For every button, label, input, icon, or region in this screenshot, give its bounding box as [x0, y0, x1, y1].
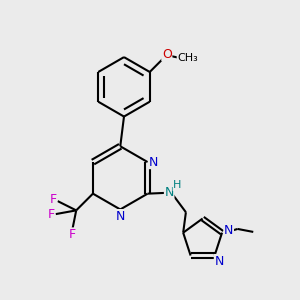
Text: H: H	[173, 181, 182, 190]
Text: N: N	[148, 156, 158, 169]
Text: CH₃: CH₃	[177, 53, 198, 63]
Text: F: F	[47, 208, 55, 221]
Text: N: N	[224, 224, 233, 237]
Text: N: N	[116, 210, 125, 223]
Text: N: N	[214, 255, 224, 268]
Text: F: F	[69, 228, 76, 241]
Text: O: O	[162, 48, 172, 61]
Text: F: F	[50, 194, 57, 206]
Text: N: N	[164, 186, 174, 199]
